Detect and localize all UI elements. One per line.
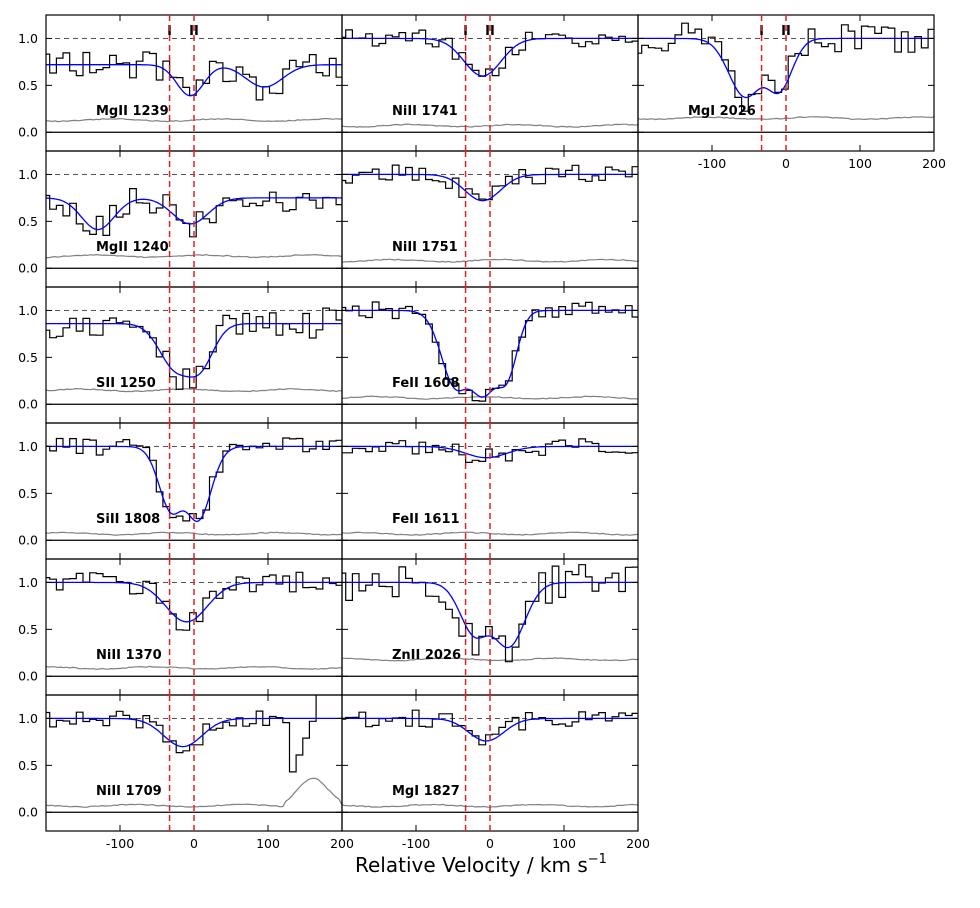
observed-spectrum — [342, 301, 638, 402]
observed-spectrum — [46, 51, 342, 101]
x-tick-label: -100 — [402, 836, 430, 851]
x-axis-label: Relative Velocity / km s−1 — [355, 852, 607, 877]
y-tick-label: 0.0 — [18, 805, 38, 820]
fit-profile — [46, 322, 342, 378]
component-label: II — [189, 24, 199, 39]
y-tick-label: 0.0 — [18, 261, 38, 276]
panel-label: SII 1250 — [96, 376, 156, 391]
panel-label: MgII 1239 — [96, 104, 169, 119]
panel-label: MgI 1827 — [392, 784, 460, 799]
fit-profile — [342, 37, 638, 77]
fit-profile — [46, 445, 342, 523]
panel-feii-1611: FeII 1611 — [341, 422, 639, 560]
panel-label: FeII 1611 — [392, 512, 460, 527]
x-tick-label: 200 — [922, 156, 946, 171]
component-label: II — [485, 24, 495, 39]
panel-niii-1751: NiII 1751 — [341, 150, 639, 288]
panel-feii-1608: FeII 1608 — [341, 286, 639, 424]
x-tick-label: 0 — [190, 836, 198, 851]
panel-label: NiII 1370 — [96, 648, 162, 663]
panel-label: FeII 1608 — [392, 376, 460, 391]
y-tick-label: 1.0 — [18, 439, 38, 454]
y-tick-label: 0.5 — [18, 758, 38, 773]
panel-label: NiII 1741 — [392, 104, 458, 119]
observed-spectrum — [46, 571, 342, 631]
fit-profile — [46, 64, 342, 97]
fit-profile — [342, 173, 638, 202]
fit-profile — [46, 717, 342, 748]
component-label: II — [781, 24, 791, 39]
x-tick-label: 0 — [782, 156, 790, 171]
component-label: I — [759, 24, 764, 39]
y-tick-label: 0.5 — [18, 622, 38, 637]
observed-spectrum — [342, 709, 638, 746]
observed-spectrum — [46, 188, 342, 238]
panel-niii-1370: 0.0 0.5 1.0 NiII 1370 — [18, 558, 343, 696]
observed-spectrum — [46, 307, 342, 390]
y-tick-label: 0.5 — [18, 214, 38, 229]
x-tick-label: 0 — [486, 836, 494, 851]
panel-mgii-1240: 0.0 0.5 1.0 MgII 1240 — [18, 150, 343, 288]
component-markers-layer — [168, 15, 787, 831]
observed-spectrum — [46, 437, 342, 522]
fit-profile — [638, 37, 934, 99]
y-tick-label: 0.0 — [18, 397, 38, 412]
y-tick-label: 0.5 — [18, 486, 38, 501]
error-spectrum — [46, 665, 342, 670]
panel-label: MgI 2026 — [688, 104, 756, 119]
observed-spectrum — [342, 164, 638, 201]
y-tick-label: 1.0 — [18, 31, 38, 46]
panel-sii-1250: 0.0 0.5 1.0 SII 1250 — [18, 286, 343, 424]
component-label: I — [463, 24, 468, 39]
panel-label: NiII 1709 — [96, 784, 162, 799]
x-tick-label: 200 — [330, 836, 354, 851]
y-tick-label: 1.0 — [18, 711, 38, 726]
x-tick-label: 100 — [848, 156, 872, 171]
y-tick-label: 1.0 — [18, 575, 38, 590]
observed-spectrum — [342, 29, 638, 77]
y-tick-label: 0.5 — [18, 78, 38, 93]
error-spectrum — [342, 258, 638, 263]
panel-label: SiII 1808 — [96, 512, 160, 527]
y-tick-label: 0.0 — [18, 125, 38, 140]
y-tick-label: 1.0 — [18, 303, 38, 318]
observed-spectrum — [342, 564, 638, 663]
x-tick-label: -100 — [698, 156, 726, 171]
observed-spectrum — [342, 438, 638, 463]
x-tick-label: 100 — [552, 836, 576, 851]
panel-label: MgII 1240 — [96, 240, 169, 255]
x-tick-label: 200 — [626, 836, 650, 851]
component-label: I — [167, 24, 172, 39]
x-tick-label: 100 — [256, 836, 280, 851]
y-tick-label: 1.0 — [18, 167, 38, 182]
observed-spectrum — [638, 22, 934, 112]
observed-spectrum — [46, 695, 317, 773]
fit-profile — [342, 309, 638, 398]
y-tick-label: 0.5 — [18, 350, 38, 365]
panel-mgi-1827: -100 0 100 200 MgI 1827 — [341, 694, 650, 851]
panel-label: ZnII 2026 — [392, 648, 461, 663]
y-tick-label: 0.0 — [18, 669, 38, 684]
panel-siii-1808: 0.0 0.5 1.0 SiII 1808 — [18, 422, 343, 560]
x-tick-label: -100 — [106, 836, 134, 851]
panel-niii-1709: 0.0 0.5 1.0 -100 0 100 200 NiII 1709 — [18, 694, 354, 851]
panel-znii-2026: ZnII 2026 — [341, 558, 639, 696]
fit-profile — [342, 581, 638, 649]
y-tick-label: 0.0 — [18, 533, 38, 548]
error-spectrum — [46, 777, 342, 808]
panel-label: NiII 1751 — [392, 240, 458, 255]
